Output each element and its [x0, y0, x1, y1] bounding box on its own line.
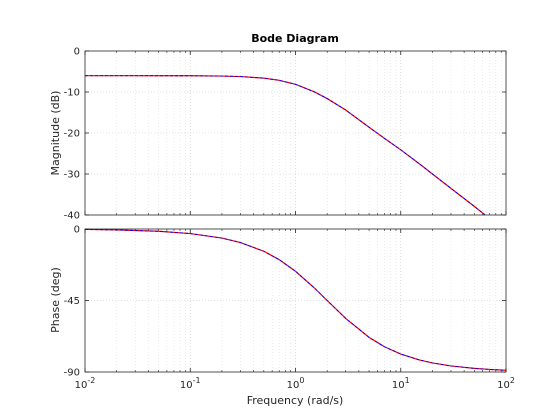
magnitude-ytick-label: -10 [64, 88, 80, 99]
magnitude-ytick-label: -30 [64, 170, 80, 181]
phase-ytick-label: -45 [64, 296, 80, 307]
phase-ytick-label: -90 [64, 368, 80, 379]
magnitude-series [85, 75, 487, 215]
magnitude-axes-box [84, 50, 507, 216]
magnitude-ytick-label: 0 [74, 47, 80, 58]
chart-title: Bode Diagram [251, 32, 339, 45]
frequency-tick-label: 100 [287, 376, 305, 391]
magnitude-series-line [85, 75, 486, 215]
frequency-tick-label: 10-1 [180, 376, 201, 391]
magnitude-ytick-label: -40 [64, 211, 80, 222]
frequency-tick-label: 101 [392, 376, 410, 391]
phase-series [85, 229, 506, 371]
phase-ytick-label: 0 [74, 225, 80, 236]
phase-panel: 0 -45 -90 Phase (deg) [49, 225, 507, 379]
phase-axis-label: Phase (deg) [49, 267, 62, 333]
magnitude-ytick-label: -20 [64, 129, 80, 140]
phase-series-line [85, 229, 506, 371]
phase-axes-box [84, 228, 507, 373]
magnitude-axis-label: Magnitude (dB) [49, 91, 62, 176]
frequency-tick-label: 10-2 [75, 376, 96, 391]
frequency-x-ticks: 10-2 10-1 100 101 102 [75, 376, 515, 391]
frequency-tick-label: 102 [497, 376, 515, 391]
magnitude-panel: 0 -10 -20 -30 -40 Magnitude (dB) [49, 47, 507, 222]
frequency-axis-label: Frequency (rad/s) [247, 394, 344, 407]
magnitude-grid [84, 51, 507, 215]
